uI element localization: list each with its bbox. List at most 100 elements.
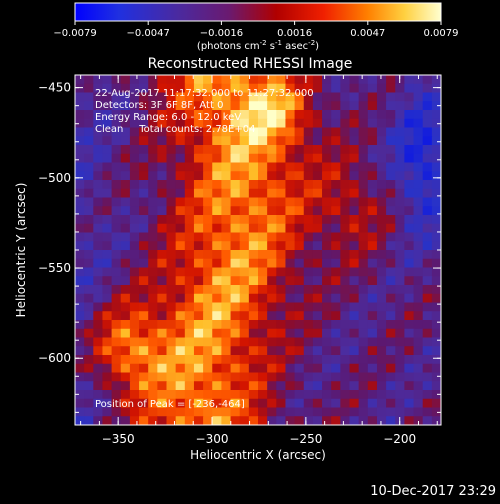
heatmap-cell [404, 355, 415, 365]
heatmap-cell [322, 407, 332, 417]
heatmap-cell [358, 372, 369, 382]
heatmap-cell [431, 75, 441, 85]
heatmap-cell [331, 258, 341, 269]
time-range: 22-Aug-2017 11:17:32.000 to 11:27:32.000 [95, 88, 314, 99]
heatmap-cell [139, 346, 149, 356]
heatmap-cell [285, 302, 296, 312]
heatmap-cell [111, 320, 122, 330]
heatmap-cell [294, 390, 305, 400]
heatmap-cell [386, 83, 396, 94]
heatmap-cell [376, 285, 387, 295]
heatmap-cell [203, 241, 213, 251]
heatmap-cell [331, 416, 341, 425]
heatmap-cell [322, 241, 332, 251]
heatmap-cell [148, 223, 158, 234]
heatmap-cell [111, 302, 122, 312]
heatmap-cell [258, 285, 268, 295]
heatmap-cell [431, 320, 441, 330]
heatmap-cell [120, 381, 131, 391]
heatmap-cell [139, 206, 149, 216]
heatmap-cell [303, 267, 314, 277]
heatmap-cell [111, 363, 122, 374]
heatmap-cell [148, 337, 158, 347]
heatmap-cell [203, 145, 213, 155]
heatmap-cell [404, 83, 415, 94]
heatmap-cell [248, 206, 259, 216]
heatmap-cell [129, 398, 140, 409]
heatmap-cell [358, 188, 369, 199]
heatmap-cell [129, 215, 140, 225]
heatmap-cell [358, 390, 369, 400]
heatmap-cell [340, 188, 351, 199]
heatmap-cell [267, 215, 277, 225]
heatmap-cell [303, 145, 314, 155]
heatmap-cell [358, 241, 369, 251]
heatmap-cell [331, 398, 341, 409]
heatmap-cell [358, 302, 369, 312]
heatmap-cell [358, 83, 369, 94]
heatmap-cell [312, 407, 323, 417]
heatmap-cell [340, 267, 351, 277]
heatmap-cell [413, 250, 424, 260]
heatmap-cell [157, 232, 168, 242]
heatmap-cell [239, 320, 250, 330]
heatmap-cell [404, 206, 415, 216]
heatmap-cell [93, 171, 104, 181]
heatmap-cell [184, 197, 195, 207]
heatmap-cell [184, 293, 195, 304]
heatmap-cell [166, 407, 177, 417]
heatmap-cell [294, 136, 305, 146]
heatmap-cell [221, 311, 232, 321]
heatmap-cell [111, 101, 122, 111]
heatmap-cell [203, 232, 213, 242]
heatmap-cell [139, 110, 149, 120]
heatmap-cell [157, 381, 168, 391]
heatmap-cell [139, 337, 149, 347]
heatmap-cell [75, 355, 85, 365]
heatmap-cell [395, 293, 405, 304]
heatmap-cell [93, 223, 104, 234]
heatmap-cell [166, 75, 177, 85]
heatmap-cell [285, 416, 296, 425]
heatmap-cell [422, 355, 433, 365]
heatmap-cell [395, 153, 405, 164]
heatmap-cell [139, 267, 149, 277]
heatmap-cell [75, 197, 85, 207]
heatmap-cell [303, 381, 314, 391]
heatmap-cell [413, 407, 424, 417]
heatmap-cell [157, 346, 168, 356]
heatmap-cell [248, 320, 259, 330]
heatmap-cell [157, 241, 168, 251]
heatmap-cell [111, 171, 122, 181]
heatmap-cell [367, 162, 378, 172]
heatmap-cell [349, 101, 360, 111]
heatmap-cell [175, 407, 186, 417]
heatmap-cell [248, 346, 259, 356]
heatmap-cell [239, 346, 250, 356]
heatmap-cell [148, 355, 158, 365]
heatmap-cell [166, 276, 177, 286]
heatmap-cell [230, 110, 241, 120]
heatmap-cell [303, 285, 314, 295]
heatmap-cell [331, 162, 341, 172]
heatmap-cell [230, 206, 241, 216]
heatmap-cell [248, 241, 259, 251]
heatmap-cell [248, 223, 259, 234]
heatmap-cell [404, 363, 415, 374]
heatmap-cell [404, 398, 415, 409]
heatmap-cell [120, 416, 131, 425]
heatmap-cell [129, 75, 140, 85]
heatmap-cell [93, 320, 104, 330]
heatmap-cell [221, 127, 232, 137]
heatmap-cell [331, 92, 341, 102]
heatmap-cell [267, 92, 277, 102]
heatmap-cell [84, 311, 94, 321]
heatmap-cell [312, 390, 323, 400]
colorbar-ticks: −0.0079 −0.0047 −0.0016 0.0016 0.0047 0.0079 [53, 21, 459, 39]
heatmap-cell [129, 206, 140, 216]
heatmap-cell [203, 363, 213, 374]
heatmap-cell [349, 127, 360, 137]
heatmap-cell [84, 302, 94, 312]
heatmap-cell [175, 232, 186, 242]
heatmap-cell [193, 162, 204, 172]
